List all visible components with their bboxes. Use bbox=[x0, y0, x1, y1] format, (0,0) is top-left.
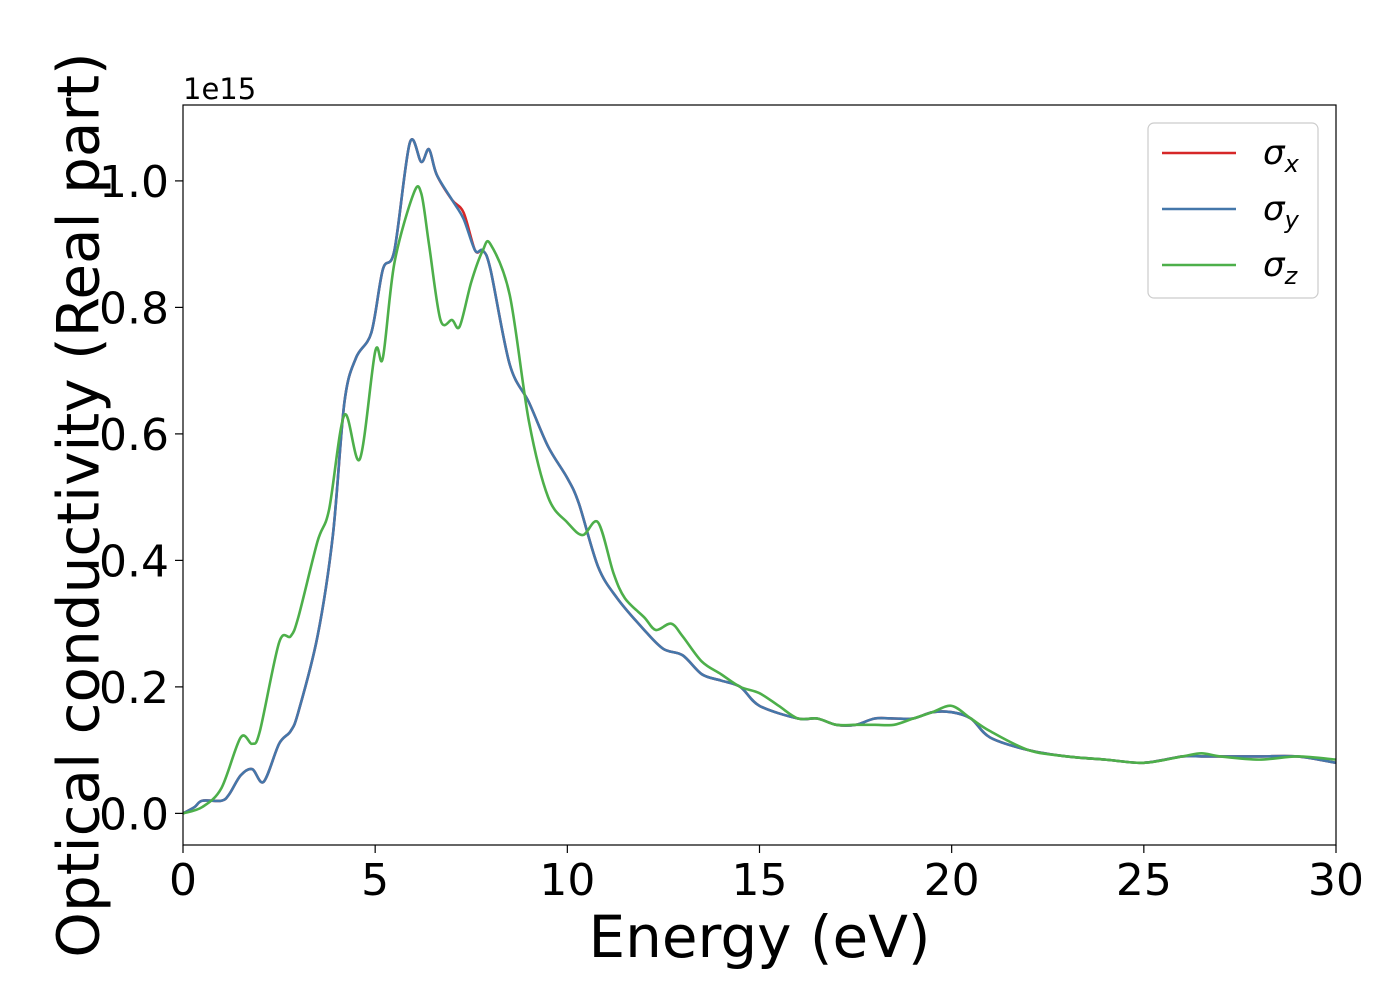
legend-box bbox=[1147, 122, 1319, 299]
x-tick-label: 15 bbox=[732, 855, 788, 906]
x-axis-title: Energy (eV) bbox=[588, 903, 930, 971]
y-tick-label: 0.0 bbox=[99, 789, 169, 840]
series-layer bbox=[183, 138, 1336, 815]
x-tick-label: 25 bbox=[1116, 855, 1172, 906]
series-line-z bbox=[183, 185, 1336, 815]
x-tick-label: 5 bbox=[361, 855, 389, 906]
series-line-y bbox=[183, 138, 1336, 815]
y-tick-label: 0.8 bbox=[99, 283, 169, 334]
x-tick-label: 0 bbox=[169, 855, 197, 906]
legend-label-z: σz bbox=[1263, 245, 1299, 290]
legend-label-y: σy bbox=[1263, 189, 1300, 234]
y-axis-ticks: 0.0 0.2 0.4 0.6 0.8 1.0 bbox=[99, 157, 183, 840]
y-tick-label: 0.2 bbox=[99, 663, 169, 714]
x-tick-label: 30 bbox=[1308, 855, 1364, 906]
legend-label-x: σx bbox=[1263, 133, 1300, 178]
y-offset-label: 1e15 bbox=[183, 72, 256, 106]
y-tick-label: 0.4 bbox=[99, 536, 169, 587]
y-axis-title: Optical conductivity (Real part) bbox=[44, 52, 112, 957]
x-tick-label: 20 bbox=[924, 855, 980, 906]
x-axis-ticks: 0 5 10 15 20 25 30 bbox=[169, 845, 1364, 906]
y-tick-label: 1.0 bbox=[99, 157, 169, 208]
y-tick-label: 0.6 bbox=[99, 410, 169, 461]
legend: σx σy σz bbox=[1147, 122, 1319, 299]
x-tick-label: 10 bbox=[539, 855, 595, 906]
